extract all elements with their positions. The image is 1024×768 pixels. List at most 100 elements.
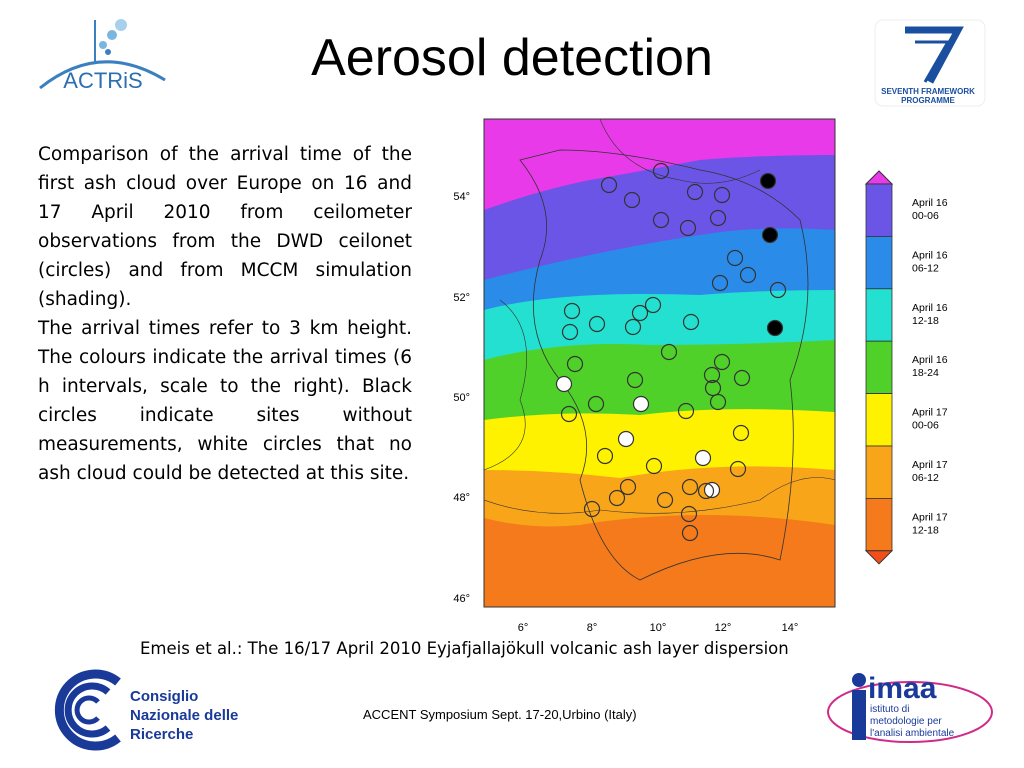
site-circle [555,375,573,393]
site-circle [624,318,642,336]
paragraph: Comparison of the arrival time of the fi… [38,144,412,310]
site-circle [709,393,727,411]
colorbar-segment [865,497,893,552]
colorbar-segment [865,235,893,290]
colorbar-tip [864,550,894,565]
lon-label: 12° [715,622,732,634]
site-circle [608,489,626,507]
site-circle [761,226,779,244]
legend-label: April 16 [912,302,948,314]
logo-text: metodologie per [870,716,942,727]
lat-label: 52° [453,292,470,304]
logo-text: PROGRAMME [901,96,955,105]
site-circle [626,371,644,389]
site-circle [709,209,727,227]
site-circle [686,183,704,201]
site-circle [739,266,757,284]
legend-label: 18-24 [912,367,939,379]
logo-text: ACTRiS [63,68,142,93]
legend-label: April 17 [912,511,948,523]
lon-label: 6° [518,622,529,634]
site-circle [733,369,751,387]
colorbar-segment [865,288,893,342]
legend-label: 12-18 [912,315,939,327]
site-circle [694,449,712,467]
legend-label: 00-06 [912,420,939,432]
site-circle [759,172,777,190]
slide-title: Aerosol detection [311,29,713,87]
site-circle [726,249,744,267]
logo-text: Nazionale delle [130,707,238,724]
colorbar-segment [865,340,893,395]
map [484,119,835,607]
colorbar-segment [865,183,893,237]
site-circle [631,304,649,322]
site-circle [588,315,606,333]
legend-label: 12-18 [912,524,939,536]
legend-label: April 16 [912,249,948,261]
site-circle [677,402,695,420]
lat-label: 54° [453,191,470,203]
site-circle [566,355,584,373]
site-circle [563,302,581,320]
site-circle [704,379,722,397]
site-circle [729,460,747,478]
logo-text: Consiglio [130,688,198,705]
legend-label: 00-06 [912,210,939,222]
lat-label: 46° [453,593,470,605]
lon-label: 8° [587,622,598,634]
colorbar-segment [865,393,893,447]
site-circle [645,457,663,475]
cnr-logo: Consiglio Nazionale delle Ricerche [54,669,238,751]
logo-text: istituto di [870,704,909,715]
site-circle [561,323,579,341]
site-circle [769,281,787,299]
site-circle [656,491,674,509]
site-circle [623,191,641,209]
site-circle [697,482,715,500]
site-circle [660,343,678,361]
site-circle [703,481,721,499]
imaa-logo: imaa istituto di metodologie per l'anali… [827,672,993,743]
site-circle [617,430,635,448]
paragraph: The arrival times refer to 3 km height. … [38,318,412,484]
site-circle [596,447,614,465]
legend-label: 06-12 [912,472,939,484]
site-circle [681,524,699,542]
site-circle [681,478,699,496]
site-circle [632,395,650,413]
footer: ACCENT Symposium Sept. 17-20,Urbino (Ita… [363,707,637,722]
caption: Emeis et al.: The 16/17 April 2010 Eyjaf… [140,639,789,658]
site-circle [644,296,662,314]
site-circle [703,366,721,384]
lat-label: 50° [453,392,470,404]
site-circle [682,313,700,331]
site-circle [713,353,731,371]
legend-label: April 16 [912,354,948,366]
site-circle [619,478,637,496]
site-circle [732,424,750,442]
colorbar-segment [865,445,893,499]
lat-label: 48° [453,492,470,504]
legend-label: April 16 [912,197,948,209]
legend-label: 06-12 [912,262,939,274]
site-circle [587,395,605,413]
site-circle [600,176,618,194]
logo-text: l'analisi ambientale [870,728,955,739]
sites [555,162,787,542]
site-circle [679,219,697,237]
lon-label: 10° [650,622,667,634]
actris-logo: ACTRiS [39,19,166,93]
site-circle [560,405,578,423]
logo-text: imaa [868,672,937,705]
site-circle [713,186,731,204]
body-text: Comparison of the arrival time of the fi… [38,140,412,488]
legend-label: April 17 [912,459,948,471]
lon-label: 14° [782,622,799,634]
site-circle [680,505,698,523]
site-circle [652,211,670,229]
site-circle [583,500,601,518]
